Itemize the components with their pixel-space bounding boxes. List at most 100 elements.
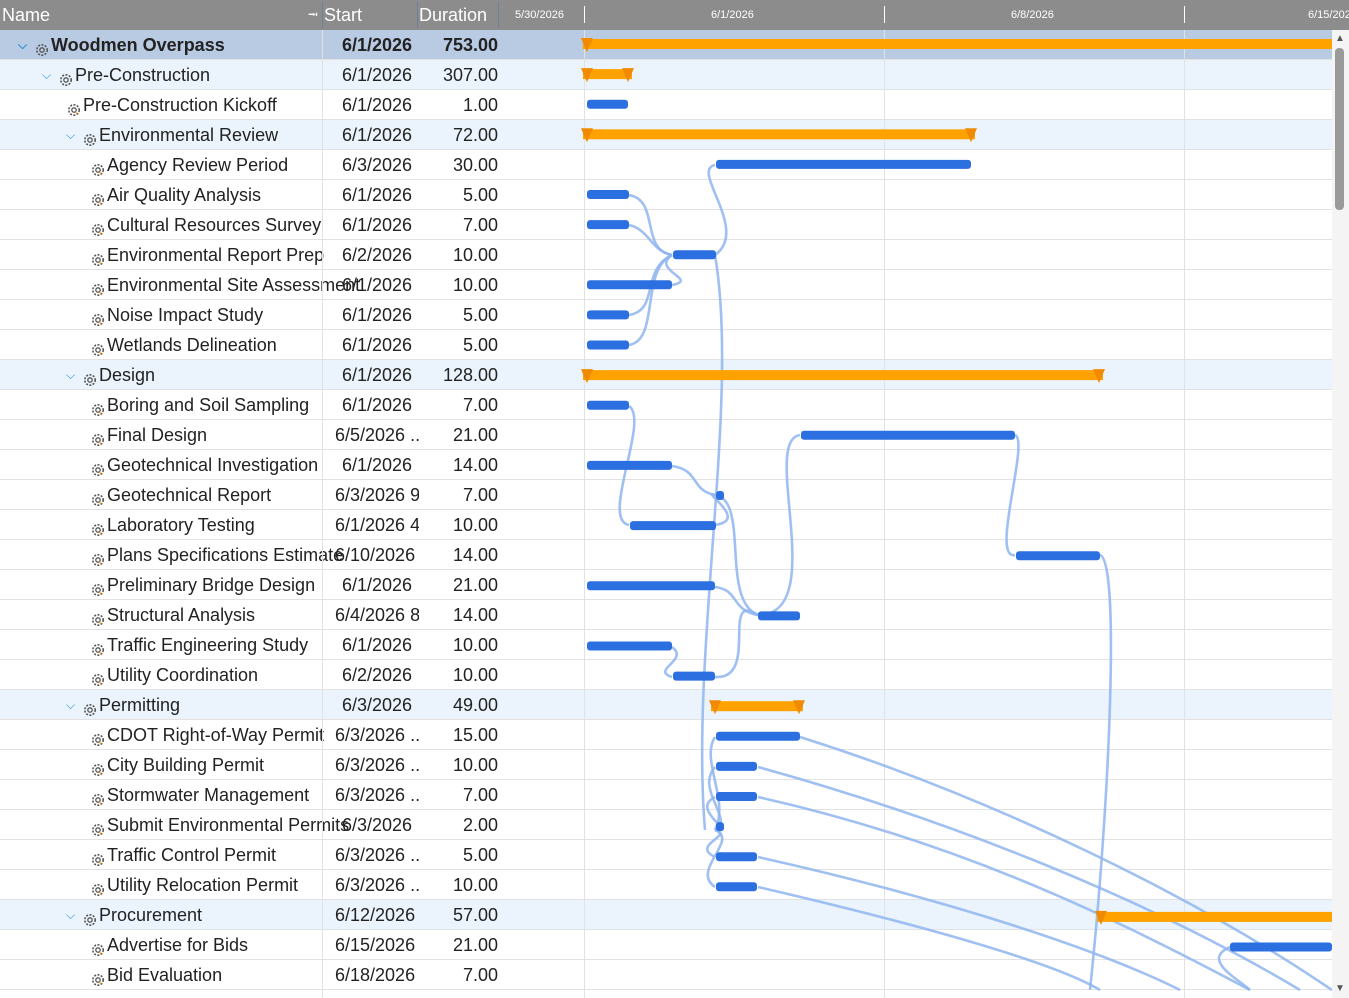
start-date-cell[interactable]: 6/3/2026 9 <box>335 485 419 505</box>
collapse-chevron-icon[interactable]: ⌵ <box>42 68 52 82</box>
task-name-cell[interactable]: Geotechnical Investigation <box>90 450 412 480</box>
task-row[interactable]: Laboratory Testing 6/1/2026 4 10.00 <box>0 510 1332 540</box>
duration-cell[interactable]: 5.00 <box>462 335 498 355</box>
dependency-link[interactable] <box>709 736 721 831</box>
task-bar[interactable] <box>716 159 971 169</box>
duration-cell[interactable]: 5.00 <box>462 305 498 325</box>
dependency-link[interactable] <box>714 609 759 679</box>
task-row[interactable]: Plans Specifications Estimate 6/10/2026 14… <box>0 540 1332 570</box>
task-row[interactable]: Boring and Soil Sampling 6/1/2026 7.00 <box>0 390 1332 420</box>
start-date-cell[interactable]: 6/12/2026 <box>335 905 416 925</box>
task-bar[interactable] <box>716 792 757 801</box>
collapse-chevron-icon[interactable]: ⌵ <box>66 698 76 712</box>
summary-bar[interactable] <box>583 370 1103 381</box>
dependency-link[interactable] <box>663 645 679 679</box>
dependency-link[interactable] <box>714 585 759 617</box>
scroll-up-arrow-icon[interactable]: ▲ <box>1335 33 1345 44</box>
start-date-cell[interactable]: 6/1/2026 <box>342 635 413 655</box>
task-bar[interactable] <box>1230 942 1332 952</box>
start-date-cell[interactable]: 6/1/2026 <box>342 455 413 475</box>
dependency-link[interactable] <box>757 433 801 617</box>
start-date-cell[interactable]: 6/2/2026 <box>342 665 413 685</box>
task-bar[interactable] <box>587 190 629 199</box>
summary-bar[interactable] <box>583 129 975 140</box>
task-name-cell[interactable]: Agency Review Period <box>90 150 412 180</box>
task-row[interactable]: Traffic Control Permit 6/3/2026 ... 5.00 <box>0 840 1332 870</box>
task-row[interactable]: Environmental Report Prep 6/2/2026 10.00 <box>0 240 1332 270</box>
start-date-cell[interactable]: 6/1/2026 <box>342 575 413 595</box>
start-date-cell[interactable]: 6/3/2026 ... <box>335 875 419 895</box>
dependency-link[interactable] <box>628 253 673 347</box>
task-name-cell[interactable]: City Building Permit <box>90 750 412 780</box>
task-name-cell[interactable]: Stormwater Management <box>90 780 412 810</box>
duration-cell[interactable]: 307.00 <box>442 65 498 85</box>
start-date-cell[interactable]: 6/1/2026 <box>342 275 413 295</box>
dependency-link[interactable] <box>707 163 728 257</box>
summary-bar[interactable] <box>583 39 1332 49</box>
scroll-down-arrow-icon[interactable]: ▼ <box>1335 983 1345 994</box>
task-name-cell[interactable]: Noise Impact Study <box>90 300 412 330</box>
task-name-cell[interactable]: ⌵ Environmental Review <box>66 120 388 150</box>
duration-cell[interactable]: 21.00 <box>452 425 498 445</box>
task-name-cell[interactable]: Utility Relocation Permit <box>90 870 412 900</box>
dependency-link[interactable] <box>628 223 673 257</box>
task-name-cell[interactable]: ⌵ Procurement <box>66 900 388 930</box>
start-date-cell[interactable]: 6/3/2026 <box>342 815 413 835</box>
dependency-link[interactable] <box>757 765 1301 992</box>
task-row[interactable]: CDOT Right-of-Way Permit 6/3/2026 ... 15.0… <box>0 720 1332 750</box>
duration-cell[interactable]: 72.00 <box>452 125 498 145</box>
duration-cell[interactable]: 49.00 <box>452 695 498 715</box>
duration-cell[interactable]: 10.00 <box>452 635 498 655</box>
start-date-cell[interactable]: 6/1/2026 <box>342 125 413 145</box>
start-date-cell[interactable]: 6/10/2026 <box>335 545 416 565</box>
column-divider[interactable] <box>417 2 418 28</box>
start-date-cell[interactable]: 6/1/2026 <box>342 215 413 235</box>
task-bar[interactable] <box>630 521 716 531</box>
duration-cell[interactable]: 57.00 <box>452 905 498 925</box>
duration-cell[interactable]: 10.00 <box>452 275 498 295</box>
task-bar[interactable] <box>716 761 757 771</box>
summary-bar[interactable] <box>1097 911 1332 922</box>
task-bar[interactable] <box>673 671 715 681</box>
task-bar[interactable] <box>587 280 672 290</box>
dependency-link[interactable] <box>1005 433 1020 557</box>
task-row[interactable]: Structural Analysis 6/4/2026 8 14.00 <box>0 600 1332 630</box>
duration-cell[interactable]: 7.00 <box>462 485 498 505</box>
start-date-cell[interactable]: 6/3/2026 ... <box>335 785 419 805</box>
task-bar[interactable] <box>673 250 716 260</box>
task-row[interactable]: Stormwater Management 6/3/2026 ... 7.00 <box>0 780 1332 810</box>
task-row[interactable]: Preliminary Bridge Design 6/1/2026 21.00 <box>0 570 1332 600</box>
dependency-link[interactable] <box>757 795 1251 992</box>
summary-bar[interactable] <box>583 69 632 80</box>
duration-cell[interactable]: 10.00 <box>452 245 498 265</box>
duration-cell[interactable]: 21.00 <box>452 935 498 955</box>
pin-icon[interactable]: ⭲ <box>308 7 318 22</box>
task-bar[interactable] <box>1016 551 1100 561</box>
task-name-cell[interactable]: ⌵ Pre-Construction <box>42 60 364 90</box>
duration-cell[interactable]: 10.00 <box>452 875 498 895</box>
collapse-chevron-icon[interactable]: ⌵ <box>66 128 76 142</box>
duration-cell[interactable]: 5.00 <box>462 845 498 865</box>
task-name-cell[interactable]: Geotechnical Report <box>90 480 412 510</box>
dependency-link[interactable] <box>799 735 1332 992</box>
start-date-cell[interactable]: 6/1/2026 <box>342 395 413 415</box>
task-bar[interactable] <box>587 340 629 350</box>
duration-cell[interactable]: 21.00 <box>452 575 498 595</box>
start-date-cell[interactable]: 6/3/2026 ... <box>335 845 419 865</box>
start-date-cell[interactable]: 6/1/2026 <box>342 185 413 205</box>
start-date-cell[interactable]: 6/1/2026 <box>342 305 413 325</box>
column-header-duration[interactable]: Duration <box>419 5 488 25</box>
task-name-cell[interactable]: Environmental Site Assessment <box>90 270 412 300</box>
collapse-chevron-icon[interactable]: ⌵ <box>18 38 28 52</box>
task-bar[interactable] <box>801 430 1015 440</box>
task-name-cell[interactable]: ⌵ Woodmen Overpass <box>18 30 340 60</box>
start-date-cell[interactable]: 6/15/2026 <box>335 935 416 955</box>
task-row[interactable]: Submit Environmental Permits 6/3/2026 2.00 <box>0 810 1332 840</box>
task-row[interactable]: Geotechnical Report 6/3/2026 9 7.00 <box>0 480 1332 510</box>
collapse-chevron-icon[interactable]: ⌵ <box>66 908 76 922</box>
summary-row[interactable]: ⌵ Pre-Construction 6/1/2026 307.00 <box>0 60 1332 90</box>
task-bar[interactable] <box>587 220 629 230</box>
duration-cell[interactable]: 7.00 <box>462 395 498 415</box>
duration-cell[interactable]: 2.00 <box>462 815 498 835</box>
task-row[interactable]: Utility Coordination 6/2/2026 10.00 <box>0 660 1332 690</box>
